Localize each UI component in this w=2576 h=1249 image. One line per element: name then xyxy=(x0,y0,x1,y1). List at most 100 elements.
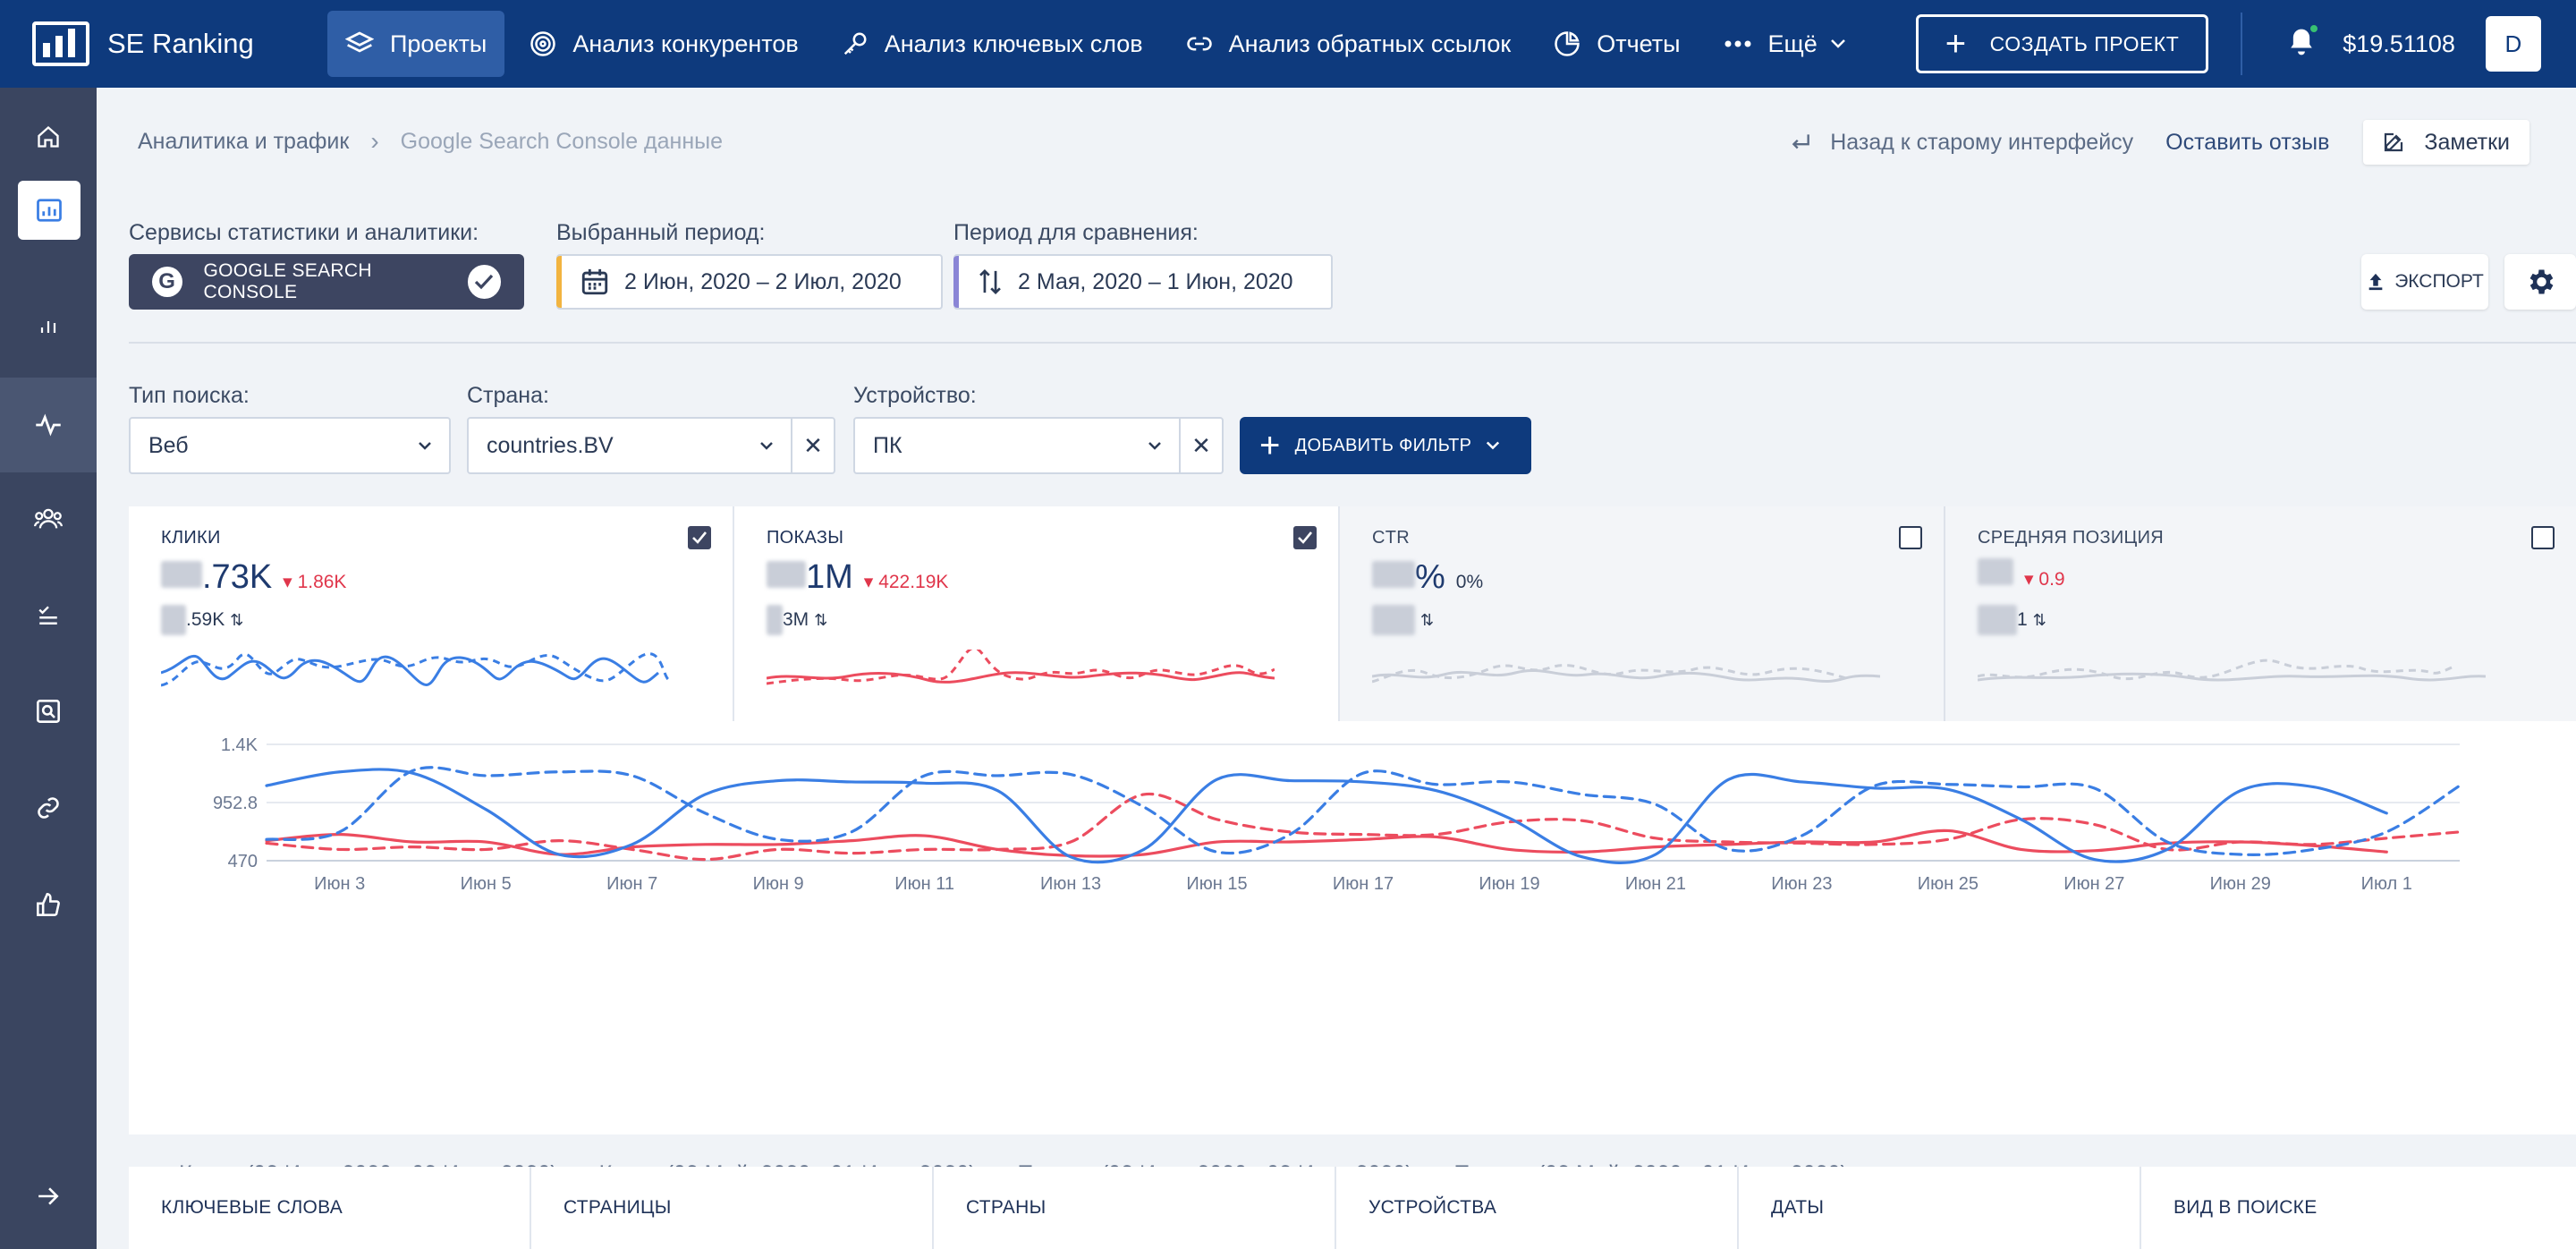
metric-checkbox[interactable] xyxy=(1899,526,1922,549)
logo[interactable]: SE Ranking xyxy=(32,21,327,66)
nav-projects-label: Проекты xyxy=(390,30,487,57)
metric-card-clicks[interactable]: КЛИКИ .73K ▾ 1.86K .59K ⇅ xyxy=(129,506,733,721)
x-tick-label: Июн 5 xyxy=(461,874,512,894)
sidebar-analytics[interactable] xyxy=(0,378,97,472)
x-tick-label: Июн 21 xyxy=(1625,874,1686,894)
like-icon xyxy=(37,893,60,916)
blurred-value xyxy=(161,605,186,635)
metric-checkbox[interactable] xyxy=(2531,526,2555,549)
sidebar-like[interactable] xyxy=(0,864,97,945)
compare-period-picker[interactable]: 2 Мая, 2020 – 1 Июн, 2020 xyxy=(953,254,1333,310)
users-icon xyxy=(34,508,63,529)
chevron-down-icon xyxy=(760,442,773,450)
nav-more[interactable]: Ещё xyxy=(1706,11,1864,77)
layers-icon xyxy=(345,31,374,53)
divider xyxy=(733,506,734,721)
balance[interactable]: $19.51108 xyxy=(2343,30,2455,57)
nav-backlinks[interactable]: Анализ обратных ссылок xyxy=(1168,11,1530,77)
nav-competitors[interactable]: Анализ конкурентов xyxy=(512,11,816,77)
device-select[interactable]: ПК ✕ xyxy=(853,417,1224,474)
device-label: Устройство: xyxy=(853,383,977,408)
tab-dates[interactable]: ДАТЫ xyxy=(1739,1167,2141,1249)
metric-compare-value: ⇅ xyxy=(1372,605,1434,635)
series-line xyxy=(265,792,2462,862)
sidebar-home[interactable] xyxy=(0,97,97,177)
metric-value-suffix: 1M xyxy=(806,558,853,596)
export-label: ЭКСПОРТ xyxy=(2394,271,2484,292)
clear-country-button[interactable]: ✕ xyxy=(791,419,834,472)
metric-checkbox[interactable] xyxy=(1293,526,1317,549)
period-picker[interactable]: 2 Июн, 2020 – 2 Июл, 2020 xyxy=(556,254,943,310)
metric-title: СРЕДНЯЯ ПОЗИЦИЯ xyxy=(1978,528,2165,548)
nav-reports[interactable]: Отчеты xyxy=(1536,11,1698,77)
metric-card-ctr[interactable]: CTR % 0% ⇅ xyxy=(1340,506,1944,721)
x-tick-label: Июн 3 xyxy=(314,874,365,894)
brand-name: SE Ranking xyxy=(107,28,254,59)
tab-search-appearance[interactable]: ВИД В ПОИСКЕ xyxy=(2174,1197,2318,1218)
export-button[interactable]: ЭКСПОРТ xyxy=(2361,254,2488,310)
create-project-button[interactable]: + СОЗДАТЬ ПРОЕКТ xyxy=(1915,14,2209,73)
metric-compare-suffix: .59K xyxy=(186,609,225,630)
settings-button[interactable] xyxy=(2504,254,2576,310)
sidebar-stats[interactable] xyxy=(0,285,97,365)
chevron-down-icon xyxy=(1830,39,1845,48)
metric-card-avg-position[interactable]: СРЕДНЯЯ ПОЗИЦИЯ ▾ 0.9 1 ⇅ xyxy=(1945,506,2576,721)
avatar[interactable]: D xyxy=(2485,16,2541,72)
clear-device-button[interactable]: ✕ xyxy=(1179,419,1222,472)
country-select[interactable]: countries.BV ✕ xyxy=(467,417,835,474)
metrics-chart-panel: КЛИКИ .73K ▾ 1.86K .59K ⇅ ПОКАЗЫ xyxy=(129,506,2576,1186)
nav-backlinks-label: Анализ обратных ссылок xyxy=(1228,30,1512,57)
metric-compare-value: .59K ⇅ xyxy=(161,605,243,635)
country-value: countries.BV xyxy=(487,432,614,458)
feedback-link[interactable]: Оставить отзыв xyxy=(2165,129,2330,155)
x-tick-label: Июл 1 xyxy=(2361,874,2412,894)
x-tick-label: Июн 9 xyxy=(753,874,804,894)
notes-button[interactable]: Заметки xyxy=(2363,120,2529,165)
analytics-icon xyxy=(36,413,61,437)
sidebar-users[interactable] xyxy=(0,478,97,558)
nav-projects[interactable]: Проекты xyxy=(327,11,505,77)
search-type-value: Веб xyxy=(148,432,189,458)
tasks-icon xyxy=(38,606,57,624)
pie-icon xyxy=(1555,31,1580,56)
add-filter-button[interactable]: + ДОБАВИТЬ ФИЛЬТР xyxy=(1240,417,1531,474)
breadcrumb-parent[interactable]: Аналитика и трафик xyxy=(138,128,350,154)
swap-arrows-icon: ⇅ xyxy=(1420,610,1435,629)
link-icon xyxy=(1186,37,1212,51)
swap-arrows-icon xyxy=(979,268,1001,295)
metric-delta: ▾ 422.19K xyxy=(863,572,949,592)
divider xyxy=(1338,506,1340,721)
plus-icon: + xyxy=(1259,426,1281,465)
metric-card-impressions[interactable]: ПОКАЗЫ 1M ▾ 422.19K 3M ⇅ xyxy=(734,506,1338,721)
metric-checkbox[interactable] xyxy=(688,526,711,549)
metric-compare-suffix: 1 xyxy=(2017,609,2028,630)
google-search-console-button[interactable]: G GOOGLE SEARCH CONSOLE xyxy=(129,254,524,310)
main-nav: Проекты Анализ конкурентов Анализ ключев… xyxy=(327,0,1871,88)
tab-keywords[interactable]: КЛЮЧЕВЫЕ СЛОВА xyxy=(129,1167,531,1249)
tab-pages[interactable]: СТРАНИЦЫ xyxy=(531,1167,934,1249)
sidebar-backlinks[interactable] xyxy=(0,768,97,848)
nav-keywords[interactable]: Анализ ключевых слов xyxy=(824,11,1161,77)
target-icon xyxy=(530,31,556,56)
blurred-value xyxy=(1372,561,1415,588)
search-type-select[interactable]: Веб xyxy=(129,417,451,474)
expand-icon xyxy=(38,1187,59,1205)
metric-delta: ▾ 1.86K xyxy=(283,572,347,592)
compare-value: 2 Мая, 2020 – 1 Июн, 2020 xyxy=(1018,268,1293,294)
sidebar-expand[interactable] xyxy=(0,1156,97,1236)
sidebar-tasks[interactable] xyxy=(0,574,97,655)
check-icon xyxy=(1298,531,1312,544)
search-type-label: Тип поиска: xyxy=(129,383,250,408)
services-label: Сервисы статистики и аналитики: xyxy=(129,220,479,245)
tab-countries[interactable]: СТРАНЫ xyxy=(934,1167,1336,1249)
add-filter-label: ДОБАВИТЬ ФИЛЬТР xyxy=(1294,435,1472,455)
metric-title: CTR xyxy=(1372,528,1411,548)
tab-devices[interactable]: УСТРОЙСТВА xyxy=(1336,1167,1739,1249)
projects-icon xyxy=(37,199,62,222)
sidebar-audit[interactable] xyxy=(0,671,97,752)
sidebar-projects[interactable] xyxy=(18,181,80,240)
divider xyxy=(129,342,2576,344)
return-arrow-icon xyxy=(1792,134,1810,149)
notifications-button[interactable] xyxy=(2287,22,2320,62)
back-to-old-ui-link[interactable]: Назад к старому интерфейсу xyxy=(1789,130,2133,156)
